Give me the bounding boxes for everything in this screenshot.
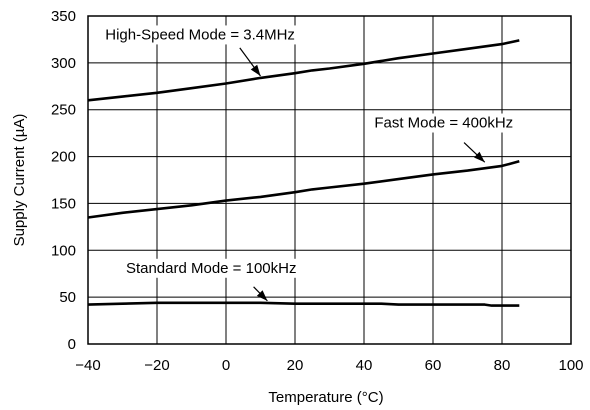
annotation-arrowhead (250, 64, 261, 76)
x-tick-label: 20 (287, 357, 304, 374)
x-tick-label: 60 (425, 357, 442, 374)
x-tick-label: 0 (222, 357, 230, 374)
series-line-2 (87, 160, 520, 219)
y-tick-label: 200 (51, 149, 76, 166)
y-tick-label: 150 (51, 195, 76, 212)
series-annotation-1: High-Speed Mode = 3.4MHz (105, 26, 295, 43)
annotation-background (101, 25, 299, 45)
series-line-3 (87, 301, 520, 307)
series-line-1 (87, 39, 520, 102)
annotation-background (370, 113, 518, 133)
y-tick-label: 350 (51, 8, 76, 25)
series-layer (87, 39, 520, 307)
y-tick-label: 300 (51, 55, 76, 72)
y-tick-label: 50 (59, 289, 76, 306)
y-tick-label: 250 (51, 102, 76, 119)
annotation-arrowhead (256, 290, 268, 301)
x-tick-label: −40 (75, 357, 100, 374)
plot-frame (87, 15, 572, 345)
x-tick-label: 80 (494, 357, 511, 374)
x-tick-label: 100 (558, 357, 583, 374)
x-tick-label: −20 (144, 357, 169, 374)
tick-layer: −40 −20 0 20 40 60 80 100 0 50 100 150 200 250 300 350 (51, 8, 584, 374)
annotation-arrowhead (474, 151, 485, 163)
x-axis-label: Temperature (°C) (268, 389, 383, 406)
y-tick-label: 0 (68, 336, 76, 353)
series-annotation-3: Standard Mode = 100kHz (126, 260, 297, 277)
y-tick-label: 100 (51, 242, 76, 259)
grid-layer (88, 16, 571, 344)
annotation-layer: High-Speed Mode = 3.4MHz Fast Mode = 400k… (101, 25, 518, 302)
annotation-background (121, 258, 301, 278)
series-annotation-2: Fast Mode = 400kHz (374, 115, 513, 132)
y-axis-label: Supply Current (µA) (11, 114, 28, 247)
x-tick-label: 40 (356, 357, 373, 374)
